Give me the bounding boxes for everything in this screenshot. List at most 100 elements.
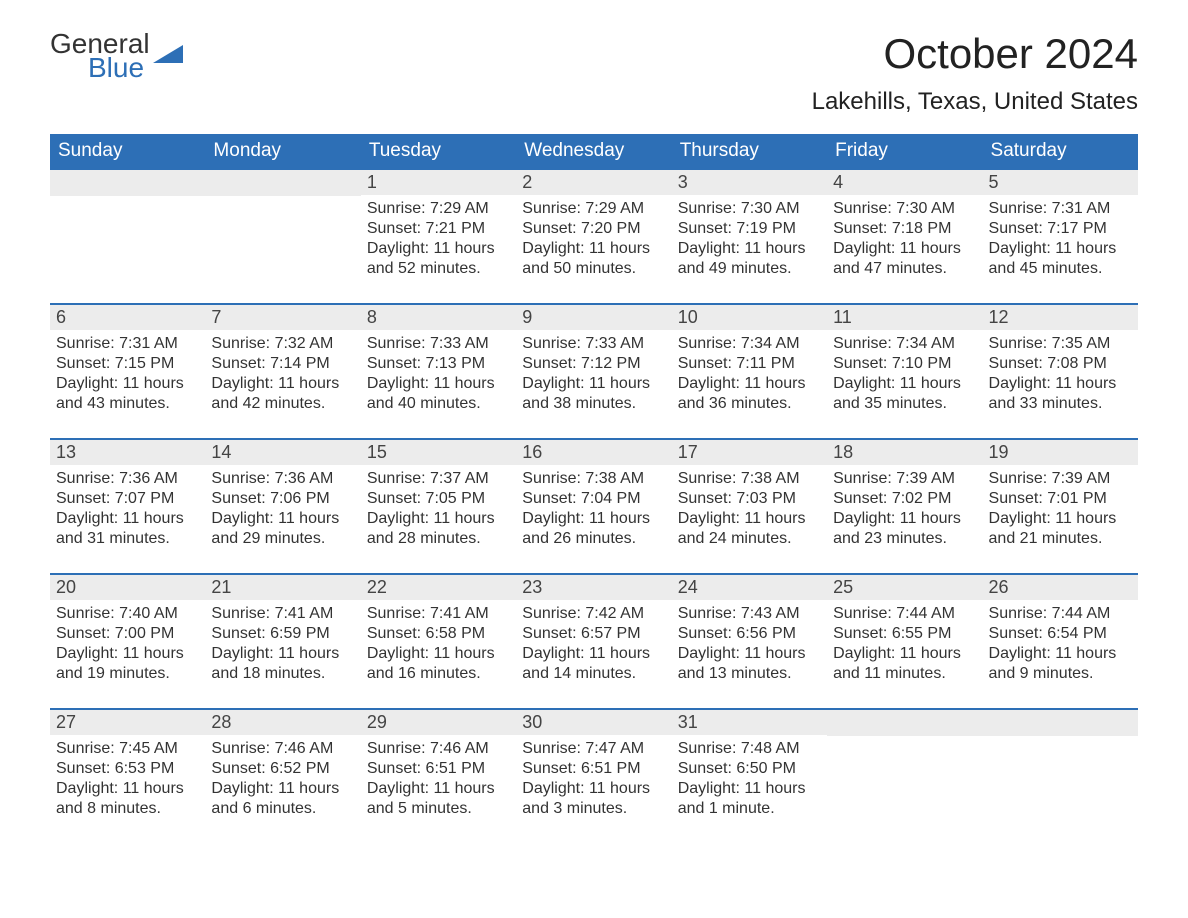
day-daylight2: and 50 minutes. [522, 259, 665, 279]
day-daylight2: and 8 minutes. [56, 799, 199, 819]
day-daylight2: and 36 minutes. [678, 394, 821, 414]
day-number: 25 [827, 575, 982, 600]
calendar-cell: 22Sunrise: 7:41 AMSunset: 6:58 PMDayligh… [361, 574, 516, 709]
day-daylight1: Daylight: 11 hours [367, 779, 510, 799]
day-sunrise: Sunrise: 7:43 AM [678, 604, 821, 624]
day-sunrise: Sunrise: 7:31 AM [56, 334, 199, 354]
day-daylight1: Daylight: 11 hours [367, 374, 510, 394]
day-sunrise: Sunrise: 7:42 AM [522, 604, 665, 624]
day-daylight1: Daylight: 11 hours [56, 644, 199, 664]
day-number [827, 710, 982, 736]
day-sunset: Sunset: 7:15 PM [56, 354, 199, 374]
day-sunset: Sunset: 6:55 PM [833, 624, 976, 644]
day-number: 7 [205, 305, 360, 330]
day-number: 10 [672, 305, 827, 330]
day-daylight1: Daylight: 11 hours [678, 644, 821, 664]
day-number: 26 [983, 575, 1138, 600]
day-number: 19 [983, 440, 1138, 465]
calendar-week: 20Sunrise: 7:40 AMSunset: 7:00 PMDayligh… [50, 574, 1138, 709]
day-sunset: Sunset: 6:51 PM [367, 759, 510, 779]
day-sunrise: Sunrise: 7:38 AM [522, 469, 665, 489]
day-body: Sunrise: 7:32 AMSunset: 7:14 PMDaylight:… [205, 330, 360, 422]
day-sunset: Sunset: 6:50 PM [678, 759, 821, 779]
day-body: Sunrise: 7:47 AMSunset: 6:51 PMDaylight:… [516, 735, 671, 827]
day-sunrise: Sunrise: 7:44 AM [989, 604, 1132, 624]
day-sunrise: Sunrise: 7:44 AM [833, 604, 976, 624]
day-daylight1: Daylight: 11 hours [211, 644, 354, 664]
day-body: Sunrise: 7:36 AMSunset: 7:07 PMDaylight:… [50, 465, 205, 557]
day-sunset: Sunset: 6:54 PM [989, 624, 1132, 644]
day-sunrise: Sunrise: 7:36 AM [56, 469, 199, 489]
day-body: Sunrise: 7:43 AMSunset: 6:56 PMDaylight:… [672, 600, 827, 692]
day-sunrise: Sunrise: 7:35 AM [989, 334, 1132, 354]
day-sunset: Sunset: 6:56 PM [678, 624, 821, 644]
day-body: Sunrise: 7:33 AMSunset: 7:13 PMDaylight:… [361, 330, 516, 422]
day-number: 13 [50, 440, 205, 465]
weekday-header: Wednesday [516, 134, 671, 169]
day-sunset: Sunset: 7:19 PM [678, 219, 821, 239]
day-sunrise: Sunrise: 7:40 AM [56, 604, 199, 624]
day-daylight1: Daylight: 11 hours [678, 374, 821, 394]
day-daylight1: Daylight: 11 hours [211, 779, 354, 799]
day-number: 27 [50, 710, 205, 735]
day-number: 6 [50, 305, 205, 330]
day-sunrise: Sunrise: 7:41 AM [211, 604, 354, 624]
calendar-cell: 19Sunrise: 7:39 AMSunset: 7:01 PMDayligh… [983, 439, 1138, 574]
day-body: Sunrise: 7:33 AMSunset: 7:12 PMDaylight:… [516, 330, 671, 422]
day-number: 17 [672, 440, 827, 465]
day-sunrise: Sunrise: 7:39 AM [833, 469, 976, 489]
day-daylight1: Daylight: 11 hours [56, 509, 199, 529]
day-body: Sunrise: 7:37 AMSunset: 7:05 PMDaylight:… [361, 465, 516, 557]
day-daylight2: and 28 minutes. [367, 529, 510, 549]
day-daylight1: Daylight: 11 hours [522, 509, 665, 529]
day-body: Sunrise: 7:31 AMSunset: 7:17 PMDaylight:… [983, 195, 1138, 287]
day-sunset: Sunset: 7:18 PM [833, 219, 976, 239]
day-number: 11 [827, 305, 982, 330]
page-title: October 2024 [812, 30, 1138, 78]
calendar-cell: 5Sunrise: 7:31 AMSunset: 7:17 PMDaylight… [983, 169, 1138, 304]
day-body: Sunrise: 7:34 AMSunset: 7:10 PMDaylight:… [827, 330, 982, 422]
day-number: 8 [361, 305, 516, 330]
calendar-cell: 8Sunrise: 7:33 AMSunset: 7:13 PMDaylight… [361, 304, 516, 439]
day-number [983, 710, 1138, 736]
day-daylight1: Daylight: 11 hours [989, 239, 1132, 259]
calendar-cell: 20Sunrise: 7:40 AMSunset: 7:00 PMDayligh… [50, 574, 205, 709]
day-daylight2: and 13 minutes. [678, 664, 821, 684]
day-sunset: Sunset: 7:01 PM [989, 489, 1132, 509]
day-body: Sunrise: 7:29 AMSunset: 7:21 PMDaylight:… [361, 195, 516, 287]
day-daylight2: and 3 minutes. [522, 799, 665, 819]
title-block: October 2024 Lakehills, Texas, United St… [812, 30, 1138, 116]
day-sunset: Sunset: 7:02 PM [833, 489, 976, 509]
day-body: Sunrise: 7:39 AMSunset: 7:01 PMDaylight:… [983, 465, 1138, 557]
day-daylight2: and 14 minutes. [522, 664, 665, 684]
calendar-week: 6 Sunrise: 7:31 AMSunset: 7:15 PM Daylight… [50, 304, 1138, 439]
calendar-cell: 31Sunrise: 7:48 AMSunset: 6:50 PMDayligh… [672, 709, 827, 844]
calendar-cell: 11Sunrise: 7:34 AMSunset: 7:10 PMDayligh… [827, 304, 982, 439]
day-daylight2: and 16 minutes. [367, 664, 510, 684]
day-daylight2: and 19 minutes. [56, 664, 199, 684]
day-sunset: Sunset: 7:06 PM [211, 489, 354, 509]
day-number: 28 [205, 710, 360, 735]
day-sunrise: Sunrise: 7:33 AM [367, 334, 510, 354]
day-daylight2: and 49 minutes. [678, 259, 821, 279]
day-daylight2: and 18 minutes. [211, 664, 354, 684]
day-sunset: Sunset: 7:12 PM [522, 354, 665, 374]
day-sunrise: Sunrise: 7:38 AM [678, 469, 821, 489]
day-sunrise: Sunrise: 7:48 AM [678, 739, 821, 759]
day-daylight2: and 26 minutes. [522, 529, 665, 549]
day-sunset: Sunset: 7:21 PM [367, 219, 510, 239]
day-daylight2: and 52 minutes. [367, 259, 510, 279]
day-sunrise: Sunrise: 7:37 AM [367, 469, 510, 489]
day-sunset: Sunset: 7:08 PM [989, 354, 1132, 374]
day-sunset: Sunset: 7:17 PM [989, 219, 1132, 239]
day-sunset: Sunset: 6:59 PM [211, 624, 354, 644]
calendar-cell: 29Sunrise: 7:46 AMSunset: 6:51 PMDayligh… [361, 709, 516, 844]
day-daylight2: and 38 minutes. [522, 394, 665, 414]
day-daylight2: and 47 minutes. [833, 259, 976, 279]
day-body: Sunrise: 7:45 AMSunset: 6:53 PMDaylight:… [50, 735, 205, 827]
day-body: Sunrise: 7:48 AMSunset: 6:50 PMDaylight:… [672, 735, 827, 827]
day-number: 4 [827, 170, 982, 195]
day-number [205, 170, 360, 196]
calendar-cell: 6Sunrise: 7:31 AMSunset: 7:15 PMDaylight… [50, 304, 205, 439]
calendar-table: SundayMondayTuesdayWednesdayThursdayFrid… [50, 134, 1138, 844]
